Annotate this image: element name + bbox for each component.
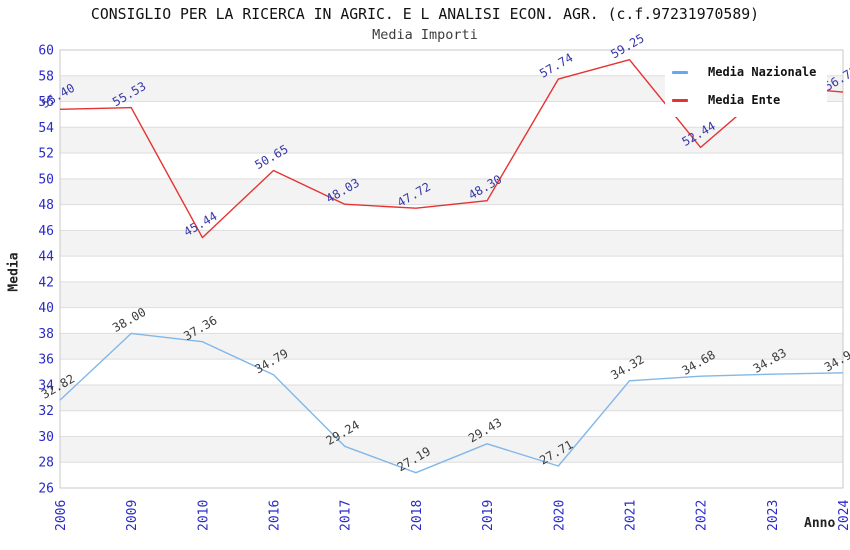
plot-band (60, 384, 843, 411)
y-tick-label: 28 (38, 456, 54, 471)
y-tick-label: 52 (38, 147, 54, 162)
legend: Media Nazionale Media Ente (665, 57, 827, 117)
legend-label-media-ente: Media Ente (708, 93, 781, 107)
y-tick-label: 30 (38, 430, 54, 445)
y-tick-label: 50 (38, 172, 54, 187)
y-tick-label: 44 (38, 250, 54, 265)
legend-item-media-nazionale[interactable]: Media Nazionale (672, 58, 827, 86)
legend-label-media-nazionale: Media Nazionale (708, 65, 817, 79)
media-nazionale-line (59, 332, 844, 474)
x-tick-label: 2018 (410, 500, 425, 531)
y-tick-label: 34 (38, 378, 54, 393)
media-nazionale-swatch-icon (672, 70, 688, 74)
y-tick-label: 56 (38, 95, 54, 110)
x-tick-label: 2017 (339, 500, 354, 531)
x-axis-title: Anno (804, 516, 836, 531)
y-tick-label: 48 (38, 198, 54, 213)
plot-band (60, 178, 843, 205)
plot-band (60, 333, 843, 360)
y-tick-label: 36 (38, 353, 54, 368)
plot-band (60, 127, 843, 154)
media-ente-line (59, 59, 844, 239)
media-ente-swatch-icon (672, 98, 688, 102)
x-tick-label: 2020 (552, 500, 567, 531)
y-tick-label: 60 (38, 44, 54, 59)
y-tick-label: 26 (38, 482, 54, 497)
x-tick-label: 2006 (54, 500, 69, 531)
x-tick-label: 2021 (623, 500, 638, 531)
legend-item-media-ente[interactable]: Media Ente (672, 86, 827, 114)
chart-title: CONSIGLIO PER LA RICERCA IN AGRIC. E L A… (90, 6, 760, 23)
plot-border (59, 49, 844, 489)
y-tick-label: 42 (38, 275, 54, 290)
y-tick-label: 38 (38, 327, 54, 342)
y-tick-label: 32 (38, 404, 54, 419)
y-tick-label: 58 (38, 69, 54, 84)
plot-band (60, 230, 843, 257)
y-axis-title: Media (6, 252, 22, 292)
media-ente-data-label: 55.40 (39, 81, 77, 111)
x-tick-label: 2024 (837, 500, 850, 531)
media-ente-data-label: 59.25 (608, 31, 646, 61)
media-nazionale-data-label: 38.00 (110, 305, 148, 335)
plot-band (60, 281, 843, 308)
chart-subtitle: Media Importi (372, 27, 478, 43)
y-tick-label: 40 (38, 301, 54, 316)
x-tick-label: 2022 (695, 500, 710, 531)
x-tick-label: 2023 (766, 500, 781, 531)
x-tick-label: 2016 (268, 500, 283, 531)
y-tick-label: 46 (38, 224, 54, 239)
x-tick-label: 2009 (125, 500, 140, 531)
y-tick-label: 54 (38, 121, 54, 136)
x-tick-label: 2019 (481, 500, 496, 531)
x-tick-label: 2010 (196, 500, 211, 531)
